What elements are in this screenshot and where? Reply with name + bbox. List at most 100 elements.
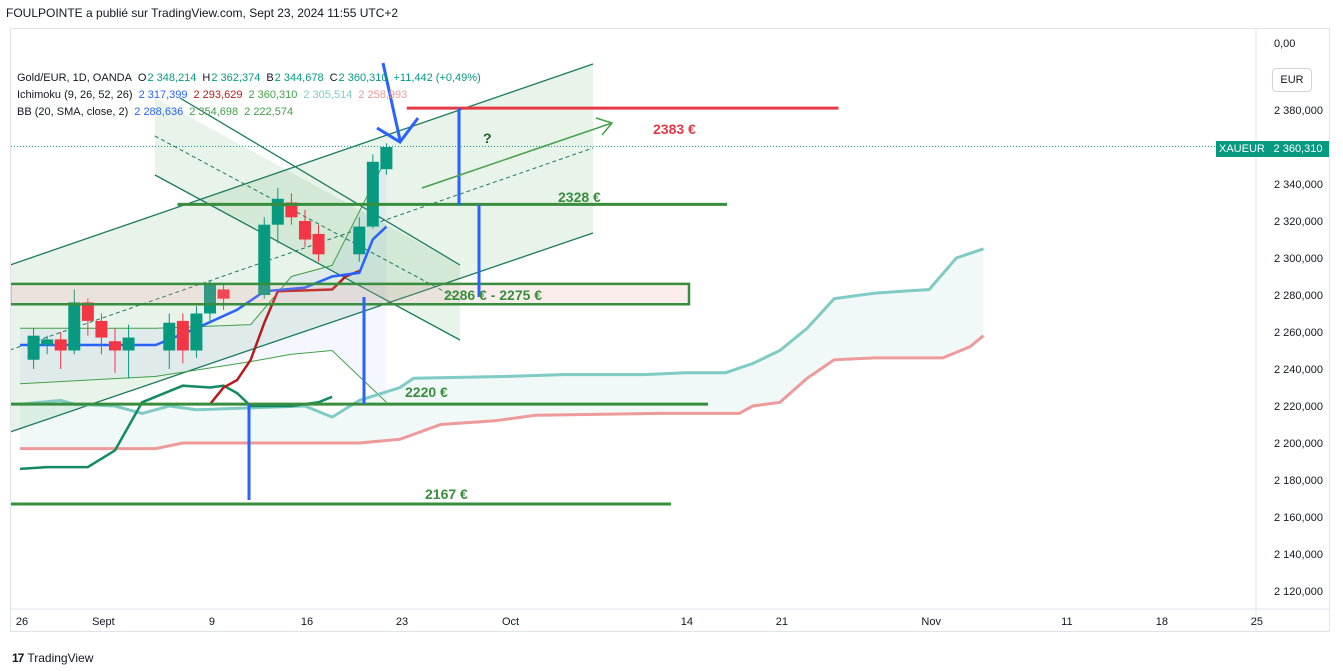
candle-body — [203, 283, 216, 314]
x-tick-label: 21 — [776, 616, 788, 628]
projection-arrow-head — [595, 117, 614, 136]
y-tick-label: 2 220,000 — [1274, 401, 1323, 413]
channel-upper-line — [11, 63, 594, 266]
arrow-down-stroke — [381, 62, 402, 141]
x-tick-label: 23 — [396, 616, 408, 628]
legend-ichimoku-span-b: 2 258,993 — [358, 89, 408, 101]
legend-close: 2 360,310 — [338, 72, 388, 84]
legend-low-label: B — [266, 72, 274, 84]
candle-3 — [68, 289, 81, 355]
candle-body — [122, 337, 135, 351]
currency-button[interactable]: EUR — [1272, 68, 1312, 92]
label-2328: 2328 € — [558, 189, 601, 205]
legend-high-label: H — [202, 72, 211, 84]
ichimoku-span-a — [19, 247, 984, 419]
y-tick-label: 2 160,000 — [1274, 512, 1323, 524]
x-tick-label: Sept — [92, 616, 115, 628]
candle-17 — [312, 224, 325, 262]
projection-arrow-line — [421, 122, 613, 189]
footer-brand-label: TradingView — [27, 651, 94, 665]
rising-channel-fill — [11, 64, 593, 432]
candle-body — [285, 202, 298, 218]
question-mark: ? — [483, 130, 492, 146]
candle-9 — [176, 313, 189, 364]
candle-10 — [190, 306, 203, 358]
legend-ichimoku-tenkan: 2 317,399 — [138, 89, 188, 101]
legend-ichimoku-chikou: 2 360,310 — [248, 89, 298, 101]
footer-brand[interactable]: 17 TradingView — [12, 651, 93, 665]
candle-body — [41, 339, 54, 345]
candle-body — [217, 289, 230, 299]
candle-16 — [298, 209, 311, 247]
bb-lower-line — [19, 349, 387, 403]
y-tick-label: 2 140,000 — [1274, 549, 1323, 561]
candle-body — [68, 302, 81, 351]
legend-close-label: C — [329, 72, 338, 84]
ichimoku-span-b — [20, 334, 985, 451]
candle-18 — [353, 217, 366, 262]
chart-frame — [10, 28, 1330, 632]
y-tick-label: 2 120,000 — [1274, 586, 1323, 598]
legend-ichimoku[interactable]: Ichimoku (9, 26, 52, 26) 2 317,399 2 293,6… — [17, 89, 413, 101]
candle-body — [190, 313, 203, 351]
candle-body — [108, 341, 121, 351]
y-tick-label: 2 340,000 — [1274, 179, 1323, 191]
legend-open-label: O — [137, 72, 147, 84]
legend-ichimoku-span-a: 2 305,514 — [303, 89, 353, 101]
candle-body — [298, 221, 311, 240]
candle-body — [380, 147, 393, 170]
legend-bb-basis: 2 288,636 — [134, 106, 184, 118]
falling-channel-mid — [154, 135, 461, 301]
legend-symbol-name: Gold/EUR, 1D, OANDA — [17, 72, 132, 84]
candle-body — [312, 233, 325, 255]
legend-high: 2 362,374 — [211, 72, 261, 84]
x-tick-label: Nov — [921, 616, 941, 628]
falling-channel-upper — [179, 97, 461, 266]
x-tick-label: 11 — [1061, 616, 1072, 628]
y-tick-label: 2 280,000 — [1274, 290, 1323, 302]
x-tick-label: 25 — [1251, 616, 1263, 628]
candle-body — [353, 226, 366, 255]
label-2383: 2383 € — [653, 121, 696, 137]
label-2220: 2220 € — [405, 384, 448, 400]
label-2286-2275: 2286 € - 2275 € — [444, 287, 542, 303]
candle-body — [271, 198, 284, 225]
candle-5 — [95, 313, 108, 355]
label-2167: 2167 € — [425, 486, 468, 502]
candle-8 — [163, 313, 176, 369]
plot-area: 2383 € 2328 € 2286 € - 2275 € 2220 € 2167 €? — [11, 62, 985, 506]
legend-ichimoku-kijun: 2 293,629 — [193, 89, 243, 101]
last-price-tag: 2 360,310 — [1267, 141, 1329, 157]
candle-20 — [380, 143, 393, 175]
y-tick-label: 2 180,000 — [1274, 475, 1323, 487]
legend-open: 2 348,214 — [147, 72, 197, 84]
x-tick-label: Oct — [502, 616, 519, 628]
candle-body — [258, 224, 271, 295]
channel-lower-line — [11, 232, 594, 433]
candle-body — [81, 302, 94, 321]
x-tick-label: 26 — [16, 616, 28, 628]
candle-body — [27, 335, 40, 360]
candle-body — [163, 322, 176, 351]
channel-mid-line — [11, 147, 594, 351]
legend-bb-name: BB (20, SMA, close, 2) — [17, 106, 129, 118]
legend-low: 2 344,678 — [274, 72, 324, 84]
legend-bb[interactable]: BB (20, SMA, close, 2) 2 288,636 2 354,698… — [17, 106, 299, 118]
candle-6 — [108, 328, 121, 373]
candle-body — [366, 161, 379, 227]
x-tick-label: 14 — [681, 616, 693, 628]
candle-7 — [122, 324, 135, 379]
legend-symbol[interactable]: Gold/EUR, 1D, OANDA O2 348,214 H2 362,374 B… — [17, 72, 487, 84]
y-tick-label: 2 240,000 — [1274, 364, 1323, 376]
tradingview-logo-icon: 17 — [12, 651, 24, 665]
support-zone-2286-2275 — [11, 282, 691, 306]
y-tick-label: 2 320,000 — [1274, 216, 1323, 228]
candle-1 — [41, 335, 54, 355]
x-tick-label: 16 — [301, 616, 313, 628]
candle-15 — [285, 193, 298, 225]
candle-19 — [366, 154, 379, 229]
legend-change: +11,442 (+0,49%) — [393, 72, 481, 84]
y-tick-label: 2 380,000 — [1274, 105, 1323, 117]
ichimoku-chikou — [19, 384, 333, 471]
